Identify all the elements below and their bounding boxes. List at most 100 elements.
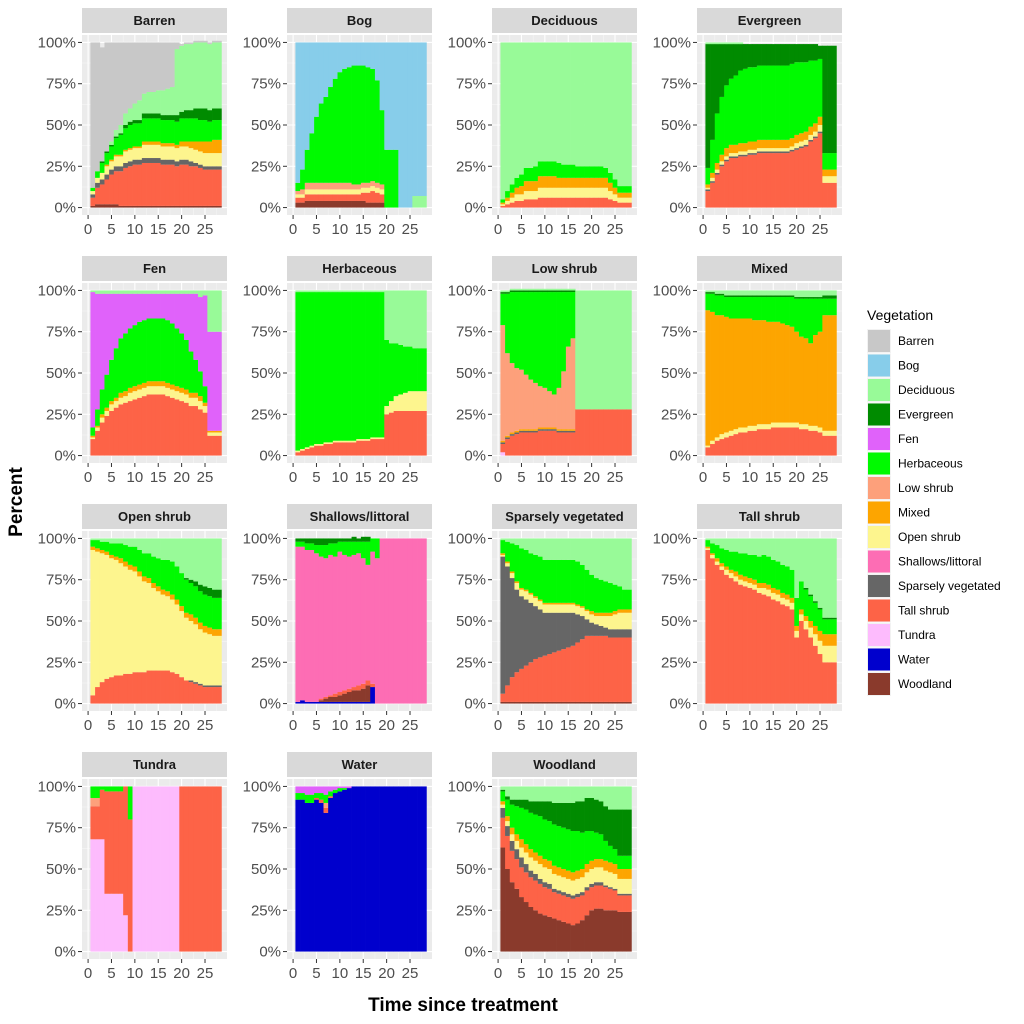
y-tick-label: 25% [661,654,691,671]
area-segment [505,293,511,354]
legend-item: Tundra [867,623,936,647]
y-tick-label: 50% [46,117,76,134]
area-segment [733,44,739,76]
area-segment [360,786,366,952]
area-segment [118,338,124,393]
area-segment [337,292,343,441]
area-segment [127,387,133,393]
area-segment [523,167,529,182]
area-segment [761,429,767,456]
area-segment [766,290,772,296]
area-segment [523,429,529,431]
area-segment [113,556,119,560]
area-segment [617,637,623,702]
area-segment [537,855,543,865]
area-segment [127,546,133,565]
area-segment [365,182,371,188]
area-segment [104,153,110,165]
area-segment [761,65,767,140]
area-segment [514,292,520,369]
legend-item: Fen [867,427,919,451]
area-segment [766,148,772,152]
area-segment [556,197,562,208]
area-segment [775,589,781,595]
area-segment [314,290,320,293]
area-segment [537,288,543,291]
area-segment [803,131,809,140]
area-segment [603,177,609,188]
area-segment [346,292,352,441]
area-segment [509,538,515,544]
area-segment [118,791,124,894]
area-segment [132,120,138,124]
area-segment [323,182,329,190]
y-tick-label: 50% [661,117,691,134]
area-segment [556,893,562,921]
area-segment [551,888,557,893]
area-segment [318,290,324,293]
area-segment [374,290,380,293]
area-segment [584,831,590,865]
area-segment [505,566,511,686]
area-segment [127,166,133,206]
area-segment [789,149,795,152]
area-segment [141,672,147,704]
area-segment [561,429,567,431]
area-segment [738,42,744,45]
area-segment [570,177,576,188]
area-segment [109,141,115,145]
area-segment [500,452,506,456]
x-tick-label: 5 [517,717,525,734]
area-segment [155,586,161,592]
area-segment [328,538,334,544]
area-segment [575,786,581,802]
area-segment [188,392,194,398]
area-segment [794,331,800,423]
area-segment [752,154,758,208]
area-segment [752,584,758,590]
area-segment [719,569,725,704]
area-segment [798,424,804,430]
area-segment [626,589,632,610]
area-segment [784,422,790,428]
area-segment [505,353,511,436]
legend-label: Open shrub [898,530,961,544]
area-segment [109,410,115,456]
area-segment [109,204,115,208]
area-segment [575,614,581,643]
area-segment [537,701,543,704]
area-segment [398,344,404,395]
area-segment [169,159,175,165]
area-segment [388,290,394,344]
area-segment [537,601,543,610]
area-segment [118,563,124,676]
legend-item: Tall shrub [867,598,950,623]
facet-strip [82,752,227,777]
area-segment [323,802,329,808]
area-segment [207,596,213,628]
area-segment [738,553,744,575]
x-tick-label: 10 [537,965,554,982]
area-segment [542,538,548,560]
area-segment [188,682,194,704]
area-segment [207,141,213,154]
area-segment [570,872,576,881]
area-segment [705,538,711,541]
area-segment [626,197,632,203]
area-segment [784,44,790,66]
area-segment [183,146,189,160]
area-segment [612,179,618,188]
area-segment [505,821,511,827]
area-segment [90,292,96,428]
y-tick-label: 0% [464,944,486,961]
area-segment [151,113,157,119]
facet-title: Herbaceous [322,261,396,276]
area-segment [579,895,585,921]
area-segment [714,113,720,163]
area-segment [831,662,837,704]
area-segment [188,290,194,294]
area-segment [533,538,539,555]
area-segment [724,156,730,160]
area-segment [728,78,734,145]
